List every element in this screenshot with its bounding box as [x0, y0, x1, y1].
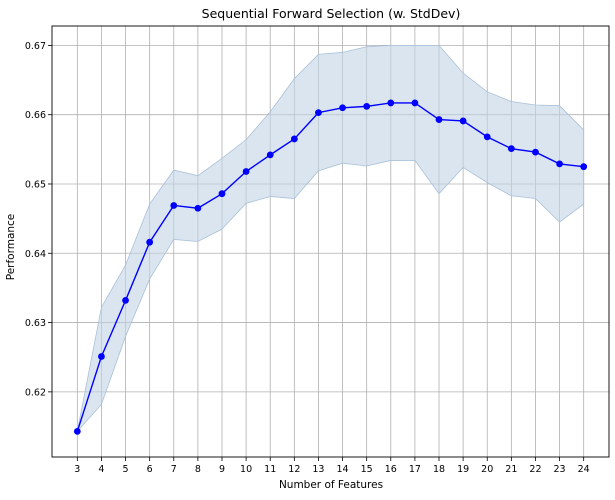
y-tick-label: 0.65 — [25, 179, 46, 190]
data-point — [459, 117, 467, 125]
data-point — [194, 204, 202, 212]
y-tick-label: 0.64 — [25, 249, 46, 260]
y-tick-label: 0.67 — [25, 41, 46, 52]
x-tick-label: 16 — [385, 464, 397, 475]
x-tick-label: 5 — [123, 464, 129, 475]
series-line — [76, 102, 584, 432]
plot-frame — [51, 25, 610, 458]
data-point — [483, 133, 491, 141]
data-point — [98, 353, 105, 360]
data-point — [435, 116, 443, 123]
x-tick-label: 3 — [74, 464, 80, 475]
x-tick-label: 15 — [361, 464, 373, 475]
data-point — [363, 102, 371, 110]
data-point — [290, 135, 298, 143]
y-tick-label: 0.62 — [25, 387, 46, 398]
stddev-band — [76, 45, 585, 433]
x-tick-label: 22 — [529, 464, 541, 475]
x-tick-label: 6 — [147, 464, 153, 475]
x-tick-label: 24 — [578, 464, 590, 475]
x-tick-label: 14 — [337, 464, 349, 475]
data-point — [73, 427, 81, 435]
x-tick-label: 13 — [312, 464, 324, 475]
x-tick-label: 8 — [195, 464, 201, 475]
data-point — [387, 99, 395, 107]
data-point — [580, 163, 588, 171]
data-point — [146, 238, 154, 246]
data-point — [411, 99, 419, 107]
x-tick-label: 9 — [219, 464, 225, 475]
y-tick-label: 0.66 — [25, 110, 46, 121]
x-tick-label: 10 — [240, 464, 252, 475]
data-point — [266, 151, 274, 159]
chart-title: Sequential Forward Selection (w. StdDev) — [202, 6, 461, 21]
data-point — [556, 160, 563, 168]
y-tick-label: 0.63 — [25, 318, 46, 329]
x-axis-label: Number of Features — [279, 479, 383, 491]
plot-area: 3 4 5 6 7 8 9 10 11 12 13 14 15 16 17 18 19 20 21 22 23 24 0.6… — [25, 25, 610, 475]
y-axis-label: Performance — [5, 214, 17, 281]
x-tick-label: 11 — [264, 464, 276, 475]
data-point — [315, 109, 322, 117]
x-tick-label: 19 — [457, 464, 469, 475]
x-tick-label: 7 — [171, 464, 177, 475]
x-tick-label: 4 — [98, 464, 104, 475]
data-point — [339, 104, 346, 112]
data-point — [122, 296, 129, 304]
x-tick-label: 20 — [481, 464, 493, 475]
data-point — [532, 148, 539, 156]
x-tick-label: 21 — [505, 464, 517, 475]
data-point — [242, 168, 250, 175]
x-tick-label: 18 — [433, 464, 445, 475]
x-tick-label: 12 — [288, 464, 300, 475]
x-tick-label: 23 — [554, 464, 566, 475]
x-tick-label: 17 — [409, 464, 421, 475]
data-point — [170, 202, 178, 209]
data-point — [507, 145, 515, 153]
data-point — [218, 190, 226, 198]
